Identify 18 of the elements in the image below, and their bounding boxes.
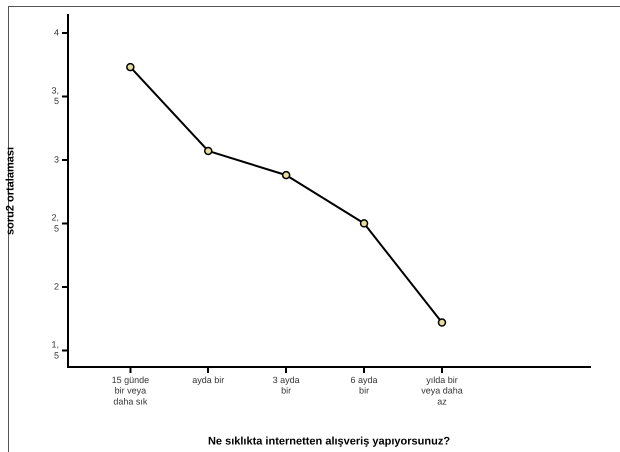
y-tick-label: 1, 5 [51, 340, 59, 360]
x-tick-label: 15 günde bir veya daha sık [112, 374, 150, 406]
x-tick-label: yılda bir veya daha az [421, 374, 463, 406]
y-tick-label: 2 [54, 281, 59, 292]
x-tick-label: ayda bir [192, 374, 224, 385]
point [438, 318, 446, 327]
x-axis-title: Ne sıklıkta internetten alışveriş yapıyorsunuz? [208, 435, 450, 448]
y-tick-label: 4 [54, 27, 59, 38]
point [360, 219, 368, 228]
y-tick-label: 3 [54, 154, 59, 164]
y-axis-title: soru2 ortalaması [4, 146, 17, 236]
x-tick-label: 6 ayda bir [350, 374, 378, 396]
x-tick-label: 3 ayda bir [272, 374, 300, 396]
point [204, 146, 212, 156]
y-tick-label: 2, 5 [51, 212, 59, 234]
point [126, 62, 135, 72]
y-tick-label: 3, 5 [51, 85, 59, 106]
point [282, 170, 290, 180]
